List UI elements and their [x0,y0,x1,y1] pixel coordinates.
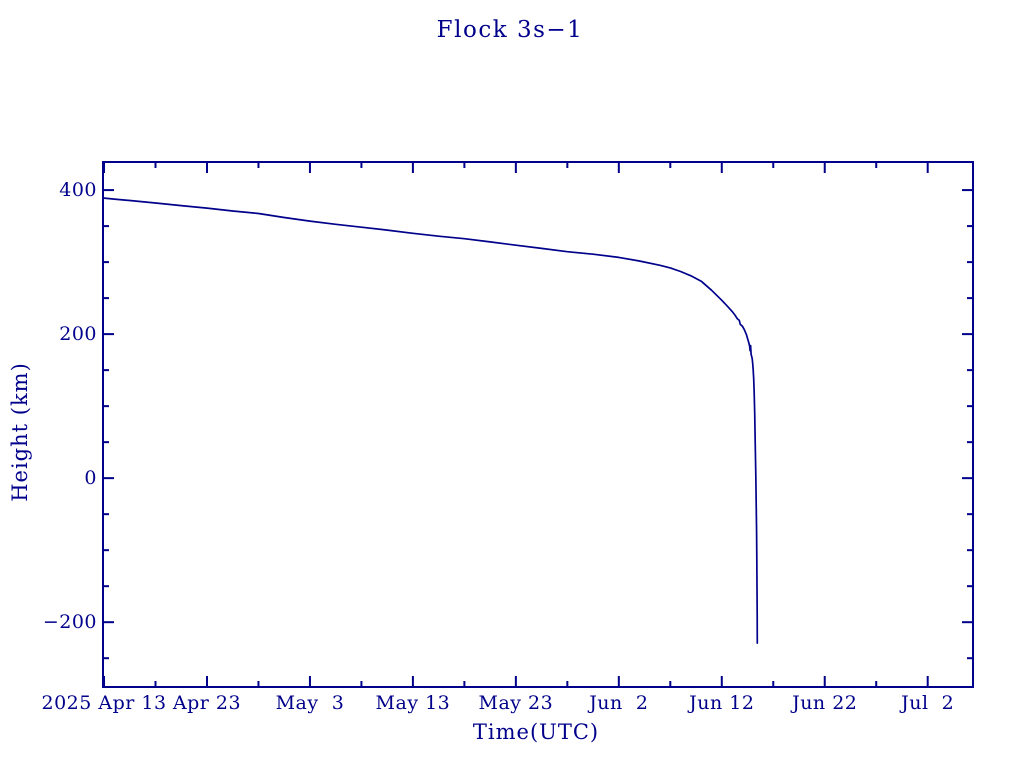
x-tick-label: Jun 2 [587,692,648,714]
height-curve [102,197,759,644]
x-tick-label: Jul 2 [899,692,954,714]
x-tick-label: May 13 [376,692,451,714]
x-axis-label: Time(UTC) [472,720,600,744]
chart-title: Flock 3s−1 [436,17,584,43]
x-tick-label: May 23 [478,692,553,714]
x-tick-label: 2025 Apr 13 [41,692,166,714]
plot-frame [102,161,974,688]
y-tick-label: −200 [43,611,97,633]
y-tick-label: 200 [59,323,97,345]
y-tick-label: 0 [84,467,97,489]
x-tick-label: Jun 22 [790,692,857,714]
x-tick-label: May 3 [276,692,345,714]
x-tick-label: Apr 23 [172,692,241,714]
x-tick-label: Jun 12 [687,692,754,714]
y-tick-label: 400 [59,179,97,201]
